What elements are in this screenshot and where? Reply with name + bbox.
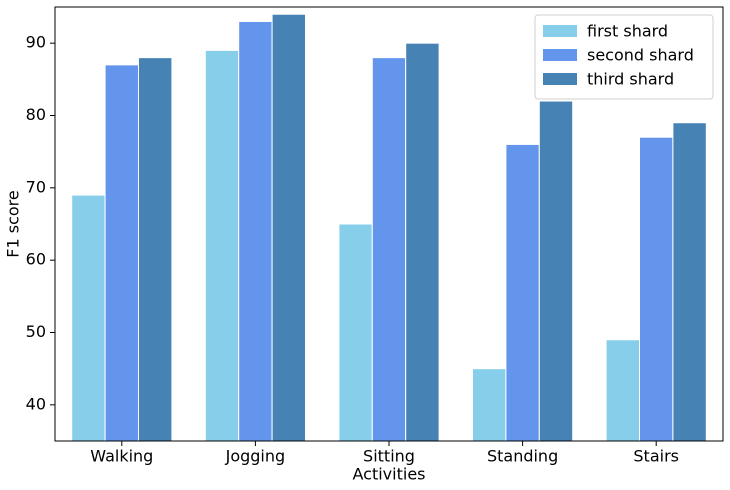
legend-swatch [543,25,577,37]
legend-swatch [543,73,577,85]
bar [204,49,240,442]
bar [338,223,373,442]
y-tick-label: 90 [26,33,46,52]
bar [672,122,707,442]
x-tick-label: Stairs [633,447,679,466]
bar [639,136,674,442]
bar [605,339,640,442]
bar [271,13,307,442]
y-axis-label: F1 score [4,190,23,257]
y-tick-label: 60 [26,250,46,269]
y-tick-label: 50 [26,322,46,341]
legend-label: third shard [587,70,674,89]
legend-label: second shard [587,46,694,65]
x-tick-label: Sitting [363,447,415,466]
bar [104,64,139,442]
x-axis-label: Activities [353,465,426,484]
bar [472,368,507,442]
y-tick-label: 40 [26,394,46,413]
bar [71,194,106,442]
legend-label: first shard [587,22,668,41]
bar [538,100,574,442]
x-tick-label: Standing [487,447,558,466]
legend-box [534,14,714,100]
bar [371,57,407,442]
bar [505,143,540,442]
plot-frame [54,6,724,442]
y-tick-label: 70 [26,177,46,196]
legend-swatch [543,49,577,61]
bar [138,57,173,442]
y-tick-label: 80 [26,105,46,124]
bar [238,20,273,442]
x-tick-label: Walking [90,447,153,466]
bar [405,42,440,442]
x-tick-label: Jogging [225,447,286,466]
